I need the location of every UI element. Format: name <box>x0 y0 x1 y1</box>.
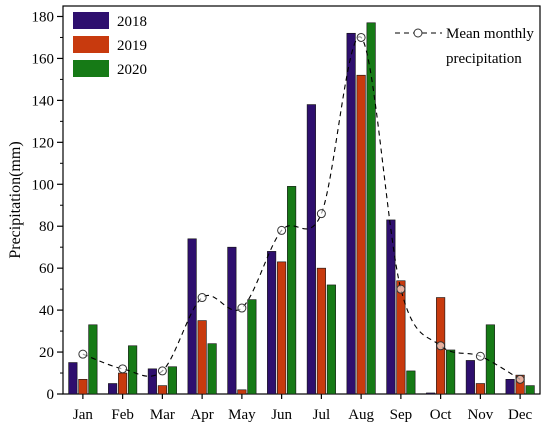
legend-swatch-2018 <box>73 12 109 29</box>
bar-2019-Apr <box>197 320 207 395</box>
bar-2020-Aug <box>366 22 376 395</box>
bar-2020-Jul <box>326 284 336 395</box>
mean-line <box>82 36 521 380</box>
x-tick-label: Jul <box>313 407 331 423</box>
legend-label-2020: 2020 <box>117 62 147 78</box>
bar-2018-Oct <box>426 392 436 395</box>
legend-swatch-2020 <box>73 60 109 77</box>
x-tick-label: Jan <box>73 407 93 423</box>
bar-2019-Jun <box>277 261 287 395</box>
bar-2019-Aug <box>356 74 366 395</box>
mean-point-Jun <box>277 225 287 235</box>
bar-2020-Jun <box>287 186 297 395</box>
mean-point-Feb <box>118 364 128 374</box>
y-axis-title: Precipitation(mm) <box>7 141 24 258</box>
x-tick-label: Aug <box>348 407 374 423</box>
bar-2019-Jul <box>316 267 326 395</box>
mean-point-Oct <box>436 341 446 351</box>
legend-line-marker <box>413 28 423 38</box>
mean-point-Sep <box>396 284 406 294</box>
bar-2018-Aug <box>346 32 356 395</box>
legend-label-2019: 2019 <box>117 38 147 54</box>
bar-2019-Mar <box>157 385 167 395</box>
legend-label-2018: 2018 <box>117 14 147 30</box>
x-tick-label: Apr <box>190 407 213 423</box>
bar-2018-Feb <box>108 383 118 395</box>
bar-2018-Sep <box>386 219 396 395</box>
y-tick-label: 180 <box>32 9 55 25</box>
y-tick-label: 120 <box>32 135 55 151</box>
bar-2020-Dec <box>525 385 535 395</box>
bar-2018-Apr <box>187 238 197 395</box>
bar-2018-Nov <box>465 360 475 395</box>
mean-point-Dec <box>515 374 525 384</box>
bar-2020-Mar <box>167 366 177 395</box>
bar-2018-May <box>227 246 237 395</box>
x-tick-label: Feb <box>111 407 134 423</box>
mean-point-Mar <box>157 366 167 376</box>
x-tick-label: Jun <box>271 407 292 423</box>
bar-2020-Feb <box>128 345 138 395</box>
bar-2018-Dec <box>505 379 515 395</box>
bar-2018-Jun <box>267 251 277 395</box>
y-tick-label: 140 <box>32 93 55 109</box>
mean-point-Apr <box>197 293 207 303</box>
y-tick-label: 20 <box>39 345 54 361</box>
mean-point-May <box>237 303 247 313</box>
x-tick-label: Dec <box>508 407 532 423</box>
y-tick-label: 40 <box>39 303 54 319</box>
legend-label-mean-2: precipitation <box>446 51 522 67</box>
bar-2018-Mar <box>147 368 157 395</box>
bar-2018-Jan <box>68 362 78 395</box>
mean-point-Nov <box>475 351 485 361</box>
bars <box>68 22 535 395</box>
bar-2020-May <box>247 299 257 395</box>
bar-2019-Nov <box>475 383 485 395</box>
mean-point-Jul <box>316 209 326 219</box>
bar-2020-Sep <box>406 370 416 395</box>
y-tick-label: 100 <box>32 177 55 193</box>
bar-2019-May <box>237 389 247 395</box>
axes: 0 20 40 60 80 100 120 140 160 180 Jan Feb Mar Apr May J… <box>32 5 541 423</box>
mean-line-layer <box>78 32 525 384</box>
y-tick-label: 160 <box>32 51 55 67</box>
bar-2020-Apr <box>207 343 217 395</box>
y-tick-label: 0 <box>47 387 55 403</box>
x-tick-label: Mar <box>150 407 175 423</box>
mean-point-Jan <box>78 349 88 359</box>
x-tick-label: Oct <box>430 407 452 423</box>
legend: 2018 2019 2020 Mean monthly precipitation <box>73 12 534 78</box>
x-tick-label: May <box>228 407 256 423</box>
plot-frame <box>62 5 541 395</box>
bar-2018-Jul <box>306 104 316 395</box>
x-tick-label: Sep <box>390 407 413 423</box>
bar-2019-Sep <box>396 280 406 395</box>
bar-2019-Feb <box>118 372 128 395</box>
y-tick-label: 60 <box>39 261 54 277</box>
bar-2020-Jan <box>88 324 98 395</box>
legend-swatch-2019 <box>73 36 109 53</box>
x-tick-label: Nov <box>467 407 493 423</box>
mean-point-Aug <box>356 32 366 42</box>
y-tick-label: 80 <box>39 219 54 235</box>
bar-2019-Jan <box>78 379 88 395</box>
bar-2020-Oct <box>446 349 456 395</box>
legend-label-mean-1: Mean monthly <box>446 26 534 42</box>
